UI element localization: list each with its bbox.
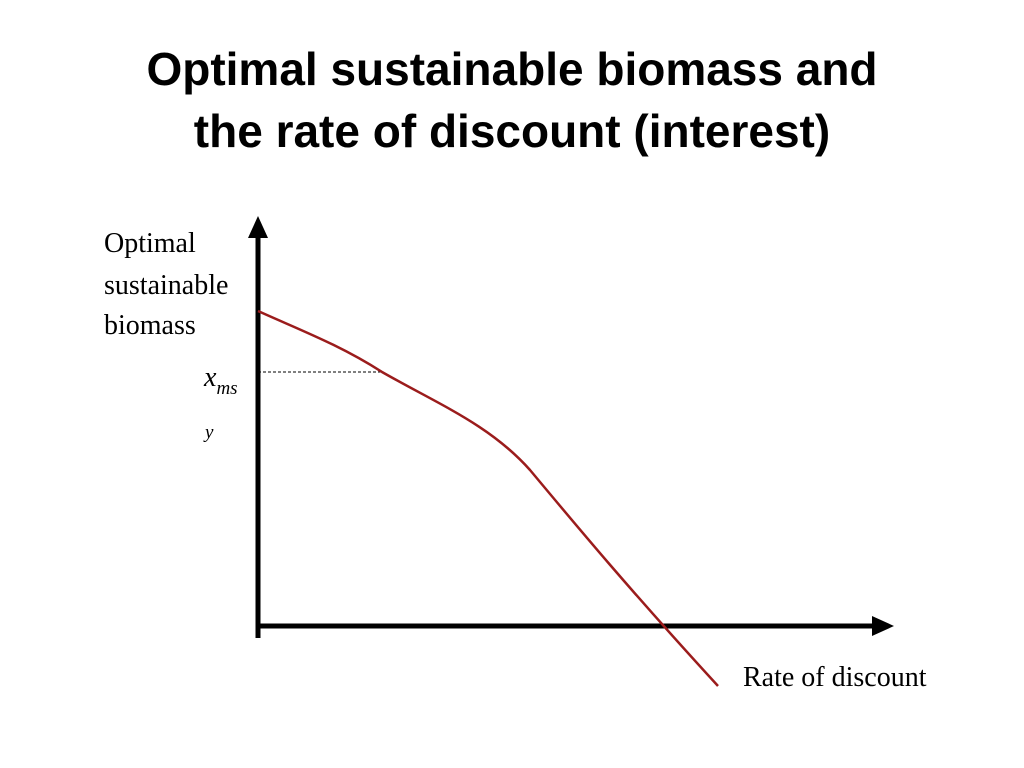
y-axis-label: Optimal sustainable biomass (104, 228, 235, 341)
optimal-biomass-curve (257, 309, 719, 687)
slide-title: Optimal sustainable biomass and the rate… (0, 38, 1024, 162)
xmsy-subscript-wrap: y (203, 422, 214, 443)
x-axis-arrowhead (872, 616, 894, 636)
x-axis-label: Rate of discount (743, 662, 927, 693)
y-axis-label-line-2: sustainable (104, 270, 228, 301)
y-axis-label-line-3: biomass (104, 310, 196, 341)
xmsy-symbol: x (203, 362, 217, 393)
title-line-2: the rate of discount (interest) (193, 105, 831, 157)
y-axis-label-line-1: Optimal (104, 228, 196, 259)
y-axis-arrowhead (248, 216, 268, 238)
xmsy-label: xms (203, 362, 238, 399)
title-line-1: Optimal sustainable biomass and (146, 43, 878, 95)
xmsy-subscript: ms (216, 378, 237, 399)
